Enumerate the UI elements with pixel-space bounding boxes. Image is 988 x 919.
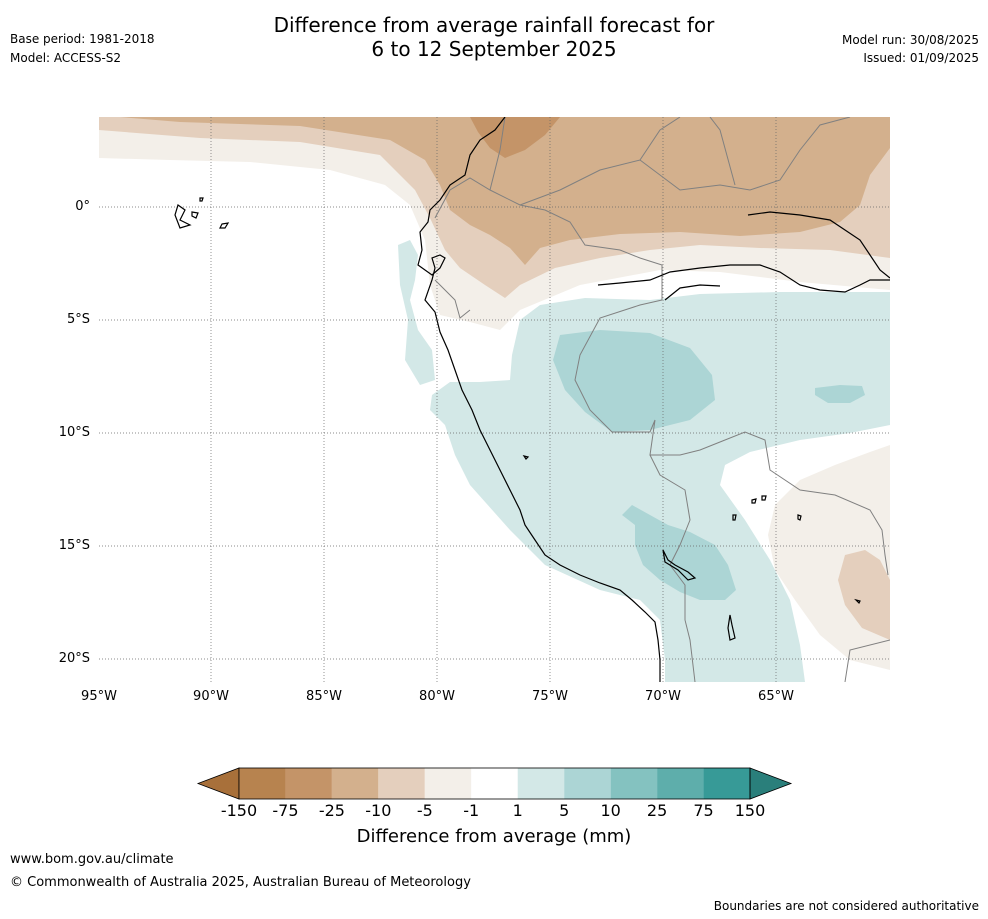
colorbar-box	[657, 768, 704, 799]
legend-tick-label: -25	[318, 801, 345, 820]
legend-tick-label: -5	[416, 801, 433, 820]
colorbar	[196, 767, 793, 800]
longitude-label: 75°W	[532, 689, 568, 704]
footer-url[interactable]: www.bom.gov.au/climate	[10, 852, 174, 867]
issued-label: Issued: 01/09/2025	[863, 51, 979, 65]
colorbar-box	[517, 768, 565, 799]
legend-tick-label: -75	[272, 801, 299, 820]
legend-tick-label: 10	[600, 801, 621, 820]
colorbar-box	[471, 768, 518, 799]
legend-tick-labels: -150 -75 -25 -10 -5 -1 1 5 10 25 75 150	[0, 801, 988, 821]
wet-patch-titicaca	[622, 505, 736, 600]
footer-copyright: © Commonwealth of Australia 2025, Austra…	[10, 875, 471, 890]
model-label: Model: ACCESS-S2	[10, 51, 122, 65]
colorbar-arrow-low	[196, 767, 240, 800]
colorbar-box	[703, 768, 750, 799]
colorbar-box	[610, 768, 658, 799]
legend-tick-label: 75	[693, 801, 714, 820]
title-line-2: 6 to 12 September 2025	[371, 37, 617, 61]
latitude-label: 10°S	[58, 425, 90, 440]
longitude-label: 85°W	[306, 689, 342, 704]
legend-tick-label: 5	[559, 801, 570, 820]
longitude-label: 80°W	[419, 689, 455, 704]
wet-region-light	[430, 292, 890, 682]
coastlines	[174, 117, 890, 682]
longitude-label: 90°W	[193, 689, 229, 704]
dry-patch-se-mid	[838, 550, 890, 640]
legend-tick-label: -150	[220, 801, 258, 820]
longitude-label: 95°W	[81, 689, 117, 704]
wet-patch-central	[553, 330, 715, 432]
footer-note: Boundaries are not considered authoritat…	[713, 899, 979, 913]
wet-patch-east	[815, 385, 865, 403]
title-line-1: Difference from average rainfall forecas…	[273, 13, 715, 37]
dry-band-darkest	[470, 117, 560, 158]
legend-tick-label: 25	[646, 801, 668, 820]
colorbar-box	[424, 768, 472, 799]
colorbar-box	[331, 768, 379, 799]
legend-tick-label: 150	[734, 801, 766, 820]
longitude-label: 65°W	[758, 689, 794, 704]
colorbar-box	[239, 768, 286, 799]
map-title: Difference from average rainfall forecas…	[0, 13, 988, 61]
latitude-label: 20°S	[58, 651, 90, 666]
legend-tick-label: 1	[512, 801, 523, 820]
gridlines	[99, 117, 890, 682]
wet-region-coast	[398, 240, 435, 385]
legend-tick-label: -1	[463, 801, 480, 820]
country-borders	[434, 117, 890, 682]
colorbar-border	[238, 767, 751, 800]
model-run-label: Model run: 30/08/2025	[841, 33, 979, 47]
legend-tick-label: -10	[365, 801, 392, 820]
latitude-label: 5°S	[66, 312, 90, 327]
colorbar-arrow-high	[749, 767, 793, 800]
legend-title: Difference from average (mm)	[356, 826, 632, 847]
dry-band-dark	[120, 117, 890, 265]
latitude-label: 0°	[75, 199, 90, 214]
colorbar-box	[378, 768, 425, 799]
colorbar-box	[564, 768, 611, 799]
latitude-label: 15°S	[58, 538, 90, 553]
longitude-label: 70°W	[645, 689, 681, 704]
base-period-label: Base period: 1981-2018	[10, 32, 155, 46]
colorbar-box	[285, 768, 332, 799]
